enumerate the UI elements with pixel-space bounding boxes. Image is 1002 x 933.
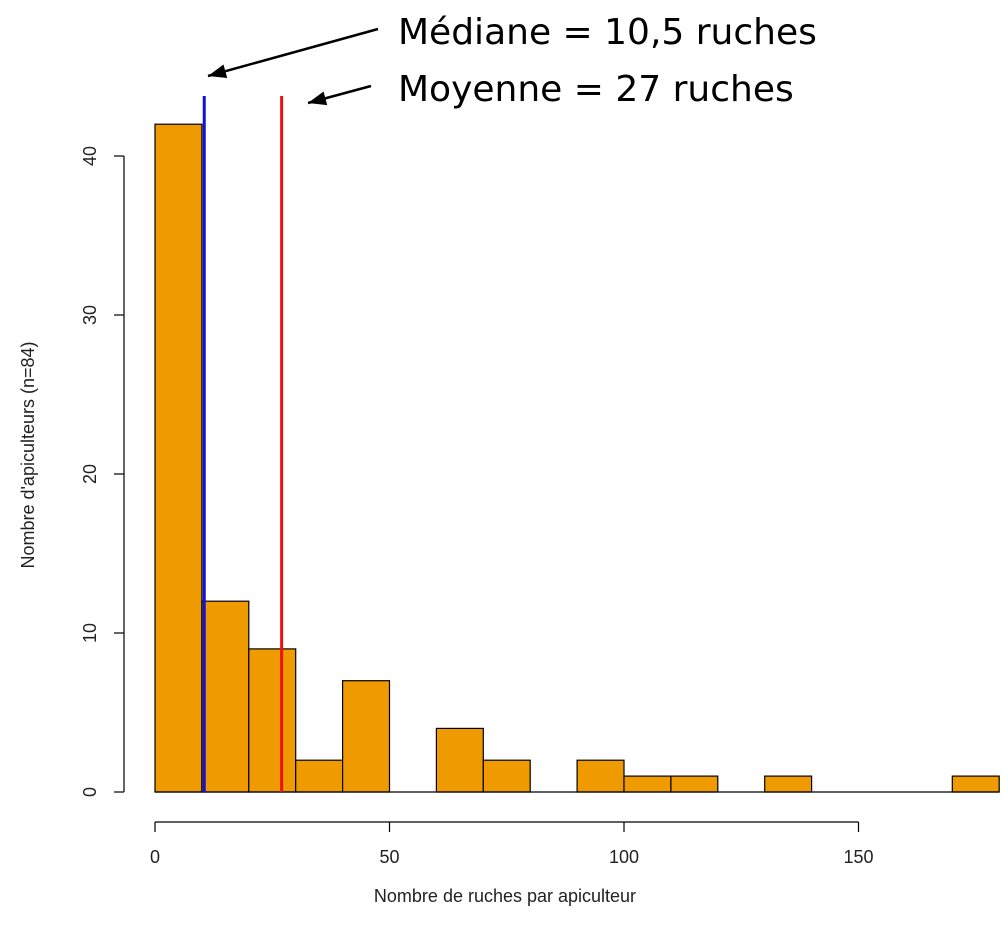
mean-annotation: Moyenne = 27 ruches [398,69,794,110]
x-axis-label: Nombre de ruches par apiculteur [374,886,636,906]
x-tick-label-0: 0 [150,847,160,867]
y-axis-label: Nombre d'apiculteurs (n=84) [18,341,38,568]
annotations-layer: Médiane = 10,5 ruches Moyenne = 27 ruche… [207,12,817,110]
median-annotation-arrow [207,27,379,78]
y-tick-label-40: 40 [80,146,100,166]
mean-annotation-arrow [307,84,372,106]
histogram-bar-170-180 [951,775,1000,793]
y-tick-label-30: 30 [80,305,100,325]
histogram-bar-130-140 [764,775,813,793]
histogram-bar-90-100 [576,759,625,793]
x-tick-label-50: 50 [379,847,399,867]
histogram-bar-20-30 [248,648,297,793]
histogram-bar-0-10 [154,123,203,793]
median-annotation-arrow-shaft [207,27,379,78]
histogram-bar-10-20 [201,600,250,793]
y-tick-label-20: 20 [80,464,100,484]
histogram-bar-110-120 [670,775,719,793]
histogram-bar-100-110 [623,775,672,793]
x-tick-label-100: 100 [609,847,639,867]
bars-layer [154,123,1000,793]
reference-lines-layer [202,96,284,792]
median-annotation-arrow-head [208,64,228,78]
histogram-bar-60-70 [435,727,484,793]
x-tick-label-150: 150 [843,847,873,867]
median-annotation: Médiane = 10,5 ruches [398,12,817,53]
histogram-bar-30-40 [295,759,344,793]
histogram-bar-40-50 [342,680,391,793]
axes-layer: 0 50 100 150 0 10 20 30 40 [80,146,874,867]
histogram-bar-70-80 [482,759,531,793]
y-tick-label-10: 10 [80,623,100,643]
mean-annotation-arrow-head [308,91,328,106]
y-tick-label-0: 0 [80,787,100,797]
